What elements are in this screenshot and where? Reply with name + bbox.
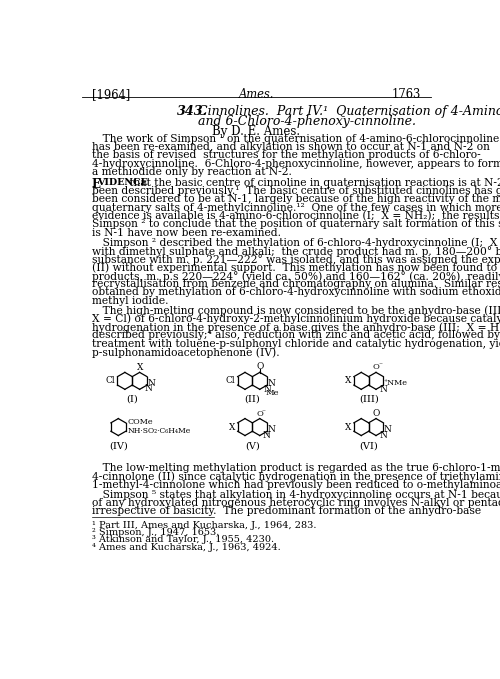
Text: X: X [228, 422, 235, 432]
Text: Me: Me [266, 389, 280, 397]
Text: treatment with toluene-p-sulphonyl chloride and catalytic hydrogenation, yields : treatment with toluene-p-sulphonyl chlor… [92, 339, 500, 349]
Text: [1964]: [1964] [92, 88, 130, 101]
Text: N: N [380, 385, 387, 394]
Text: irrespective of basicity.  The predominant formation of the anhydro-base: irrespective of basicity. The predominan… [92, 507, 481, 516]
Text: 4-hydroxycinnoline.  6-Chloro-4-phenoxycinnoline, however, appears to form: 4-hydroxycinnoline. 6-Chloro-4-phenoxyci… [92, 159, 500, 169]
Text: X = Cl) of 6-chloro-4-hydroxy-2-methylcinnolinium hydroxide because catalytic: X = Cl) of 6-chloro-4-hydroxy-2-methylci… [92, 314, 500, 325]
Text: O: O [372, 409, 380, 418]
Text: COMe: COMe [128, 418, 153, 426]
Text: hydrogenation in the presence of a base gives the anhydro-base (III;  X = H): hydrogenation in the presence of a base … [92, 322, 500, 333]
Text: (III): (III) [359, 394, 378, 404]
Text: O: O [256, 409, 263, 418]
Text: N: N [380, 431, 387, 441]
Text: By D. E. Ames.: By D. E. Ames. [212, 125, 300, 138]
Text: (I): (I) [126, 394, 138, 404]
Text: The work of Simpson ¹ on the quaternisation of 4-amino-6-chlorocinnoline: The work of Simpson ¹ on the quaternisat… [92, 134, 499, 144]
Text: N: N [144, 384, 152, 393]
Text: E: E [92, 178, 101, 191]
Text: recrystallisation from benzene and chromatography on alumina.  Similar results w: recrystallisation from benzene and chrom… [92, 279, 500, 289]
Text: Ames.: Ames. [238, 88, 274, 101]
Text: been considered to be at N-1, largely because of the high reactivity of the meth: been considered to be at N-1, largely be… [92, 194, 500, 204]
Text: 343.: 343. [177, 105, 208, 117]
Text: VIDENCE: VIDENCE [97, 178, 148, 187]
Text: N: N [268, 379, 276, 388]
Text: been described previously.¹  The basic centre of substituted cinnolines has gene: been described previously.¹ The basic ce… [92, 186, 500, 196]
Text: The low-melting methylation product is regarded as the true 6-chloro-1-methyl-: The low-melting methylation product is r… [92, 463, 500, 473]
Text: quaternary salts of 4-methylcinnoline.¹²  One of the few cases in which more sub: quaternary salts of 4-methylcinnoline.¹²… [92, 202, 500, 213]
Text: with dimethyl sulphate and alkali;  the crude product had m. p. 180—200° but onl: with dimethyl sulphate and alkali; the c… [92, 246, 500, 257]
Text: obtained by methylation of 6-chloro-4-hydroxycinnoline with sodium ethoxide–etha: obtained by methylation of 6-chloro-4-hy… [92, 287, 500, 297]
Text: (II) without experimental support.  This methylation has now been found to give : (II) without experimental support. This … [92, 262, 500, 273]
Text: N: N [148, 379, 156, 388]
Text: ⁻: ⁻ [378, 363, 382, 371]
Text: (V): (V) [245, 441, 260, 450]
Text: (IV): (IV) [109, 441, 128, 450]
Text: evidence is available is 4-amino-6-chlorocinnoline (I;  X = NH₂);  the results w: evidence is available is 4-amino-6-chlor… [92, 211, 500, 221]
Text: 1763: 1763 [392, 88, 420, 101]
Text: ⁻: ⁻ [262, 409, 266, 417]
Text: that the basic centre of cinnoline in quaternisation reactions is at N-2 has: that the basic centre of cinnoline in qu… [126, 178, 500, 187]
Text: 4-cinnolone (II) since catalytic hydrogenation in the presence of triethylamine : 4-cinnolone (II) since catalytic hydroge… [92, 471, 500, 482]
Text: The high-melting compound is now considered to be the anhydro-base (III;: The high-melting compound is now conside… [92, 306, 500, 316]
Text: Simpson ² to conclude that the position of quaternary salt formation of this sub: Simpson ² to conclude that the position … [92, 219, 500, 230]
Text: ³ Atkinson and Taylor, J., 1955, 4230.: ³ Atkinson and Taylor, J., 1955, 4230. [92, 536, 274, 545]
Text: ⁺: ⁺ [265, 432, 269, 440]
Text: O: O [372, 363, 380, 371]
Text: N: N [263, 385, 271, 394]
Text: p-sulphonamidoacetophenone (IV).: p-sulphonamidoacetophenone (IV). [92, 347, 280, 358]
Text: substance with m. p. 221—222° was isolated, and this was assigned the expected s: substance with m. p. 221—222° was isolat… [92, 254, 500, 265]
Text: is N-1 have now been re-examined.: is N-1 have now been re-examined. [92, 227, 281, 238]
Text: ⁺NMe: ⁺NMe [384, 380, 407, 387]
Text: products, m. p.s 220—224° (yield ca. 50%) and 160—162° (ca. 20%), readily separa: products, m. p.s 220—224° (yield ca. 50%… [92, 271, 500, 282]
Text: X: X [345, 376, 351, 386]
Text: X: X [345, 422, 351, 432]
Text: ¹ Part III, Ames and Kucharska, J., 1964, 283.: ¹ Part III, Ames and Kucharska, J., 1964… [92, 521, 316, 530]
Text: N: N [384, 425, 392, 434]
Text: ⁴ Ames and Kucharska, J., 1963, 4924.: ⁴ Ames and Kucharska, J., 1963, 4924. [92, 543, 280, 552]
Text: Cl: Cl [226, 376, 235, 386]
Text: the basis of revised  structures for the methylation products of 6-chloro-: the basis of revised structures for the … [92, 151, 480, 160]
Text: (VI): (VI) [359, 441, 378, 450]
Text: and 6-Chloro-4-phenoxy-cinnoline.: and 6-Chloro-4-phenoxy-cinnoline. [198, 115, 416, 128]
Text: Cinnolines.  Part IV.¹  Quaternisation of 4-Amino-6-chloro-: Cinnolines. Part IV.¹ Quaternisation of … [198, 105, 500, 117]
Text: ² Simpson, J., 1947, 1653.: ² Simpson, J., 1947, 1653. [92, 528, 220, 537]
Text: N: N [268, 425, 276, 434]
Text: of any hydroxylated nitrogenous heterocyclic ring involves N-alkyl or pentad pro: of any hydroxylated nitrogenous heterocy… [92, 498, 500, 508]
Text: described previously;⁴ also, reduction with zinc and acetic acid, followed by: described previously;⁴ also, reduction w… [92, 331, 500, 340]
Text: Simpson ⁵ states that alkylation in 4-hydroxycinnoline occurs at N-1 because N-a: Simpson ⁵ states that alkylation in 4-hy… [92, 490, 500, 500]
Text: NH·SO₂·C₆H₄Me: NH·SO₂·C₆H₄Me [128, 427, 191, 435]
Text: Simpson ² described the methylation of 6-chloro-4-hydroxycinnoline (I;  X = OH): Simpson ² described the methylation of 6… [92, 238, 500, 248]
Text: ·: · [140, 384, 143, 393]
Text: O: O [256, 363, 264, 371]
Text: Cl: Cl [105, 376, 115, 386]
Text: methyl iodide.: methyl iodide. [92, 295, 168, 306]
Text: X: X [136, 363, 143, 372]
Text: a methiodide only by reaction at N-2.: a methiodide only by reaction at N-2. [92, 167, 292, 177]
Text: (II): (II) [244, 394, 260, 404]
Text: has been re-examined, and alkylation is shown to occur at N-1 and N-2 on: has been re-examined, and alkylation is … [92, 142, 490, 152]
Text: 1-methyl-4-cinnolone which had previously been reduced to o-methylaminoacetophen: 1-methyl-4-cinnolone which had previousl… [92, 480, 500, 490]
Text: N: N [262, 431, 270, 441]
